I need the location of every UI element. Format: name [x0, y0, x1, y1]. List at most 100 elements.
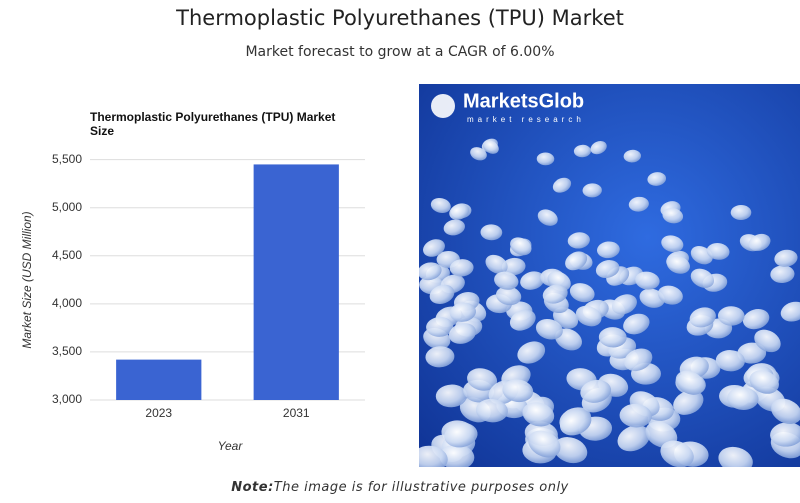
logo-name: MarketsGlob: [463, 90, 584, 112]
y-tick-label: 3,500: [52, 344, 82, 358]
pellet: [718, 446, 753, 467]
note: Note:The image is for illustrative purpo…: [0, 480, 800, 495]
x-tick-label: 2023: [145, 406, 172, 420]
pellet: [754, 329, 781, 353]
pellet: [624, 348, 653, 372]
pellet: [501, 257, 526, 276]
pellet: [509, 309, 536, 331]
pellet: [449, 203, 470, 220]
page-subtitle: Market forecast to grow at a CAGR of 6.0…: [245, 44, 555, 60]
y-tick-label: 4,500: [52, 248, 82, 262]
pellet: [647, 172, 667, 186]
pellets: [419, 138, 800, 467]
pellet: [522, 402, 555, 427]
pellet: [569, 283, 595, 303]
pellet: [580, 379, 612, 403]
pellet: [495, 286, 522, 306]
pellet: [611, 294, 637, 315]
pellet: [742, 309, 770, 330]
pellet: [661, 235, 684, 253]
bar: [116, 359, 202, 400]
pellet: [717, 306, 745, 326]
pellet: [590, 141, 607, 155]
note-text: The image is for illustrative purposes o…: [273, 480, 569, 495]
x-tick-label: 2031: [283, 406, 310, 420]
product-image: MarketsGlob market research: [419, 84, 800, 467]
pellet: [598, 327, 627, 348]
pellet: [595, 260, 620, 278]
pellet: [617, 425, 650, 452]
pellet: [675, 370, 705, 395]
pellet: [673, 390, 704, 415]
pellet: [443, 219, 465, 236]
pellet: [520, 271, 545, 290]
pellet: [470, 147, 487, 161]
pellet: [706, 243, 730, 260]
pellet: [429, 284, 455, 305]
y-tick-label: 4,000: [52, 296, 82, 310]
pellet: [690, 268, 715, 288]
pellet: [475, 398, 508, 423]
pellet: [480, 224, 503, 241]
pellet: [517, 341, 546, 364]
pellet: [565, 251, 588, 271]
pellet: [573, 144, 591, 158]
pellet: [774, 249, 798, 267]
x-axis-label: Year: [218, 439, 244, 453]
pellet: [575, 305, 602, 327]
pellet: [770, 265, 795, 284]
y-tick-label: 3,000: [52, 392, 82, 406]
pellet: [430, 197, 451, 214]
pellet: [485, 254, 508, 274]
pellet: [597, 241, 620, 259]
pellet: [771, 398, 800, 424]
pellet: [727, 387, 759, 410]
pellet: [542, 284, 568, 304]
pellet: [657, 285, 683, 305]
pellet: [552, 177, 572, 193]
pellet: [535, 319, 563, 340]
pellet: [715, 350, 745, 372]
chart: Year Market Size (USD Million) 3,000 3,50…: [20, 152, 365, 453]
pellet: [448, 323, 477, 344]
pellet: [567, 232, 590, 249]
logo-tagline: market research: [467, 115, 585, 124]
y-tick-label: 5,500: [52, 152, 82, 166]
pellet: [423, 239, 445, 257]
pellet: [419, 445, 448, 467]
pellet: [435, 384, 468, 408]
pellet: [426, 316, 454, 337]
pellet: [537, 209, 558, 226]
pellet: [628, 196, 649, 212]
pellet: [502, 379, 534, 403]
note-label: Note:: [231, 480, 274, 495]
pellet: [623, 313, 650, 335]
logo-icon: [431, 94, 455, 118]
pellet: [748, 233, 771, 251]
pellet: [425, 346, 455, 368]
pellet: [419, 262, 442, 281]
pellet: [449, 302, 477, 322]
bar: [253, 164, 339, 400]
pellet: [559, 409, 592, 436]
pellet: [536, 152, 555, 166]
pellet: [528, 430, 561, 458]
y-tick-label: 5,000: [52, 200, 82, 214]
pellet: [439, 444, 475, 467]
pellet: [619, 403, 652, 428]
pellet: [623, 149, 641, 163]
chart-title: Thermoplastic Polyurethanes (TPU) Market…: [90, 110, 336, 138]
pellet: [770, 422, 800, 447]
pellet: [730, 204, 752, 221]
y-axis-label: Market Size (USD Million): [20, 211, 34, 348]
pellet: [482, 140, 499, 154]
pellet: [467, 368, 498, 391]
pellet: [737, 342, 767, 364]
pellet: [582, 183, 602, 198]
pellet: [660, 440, 694, 467]
pellet: [780, 301, 800, 322]
pellet: [666, 255, 690, 274]
page-title: Thermoplastic Polyurethanes (TPU) Market: [176, 6, 624, 30]
pellet: [749, 370, 779, 394]
